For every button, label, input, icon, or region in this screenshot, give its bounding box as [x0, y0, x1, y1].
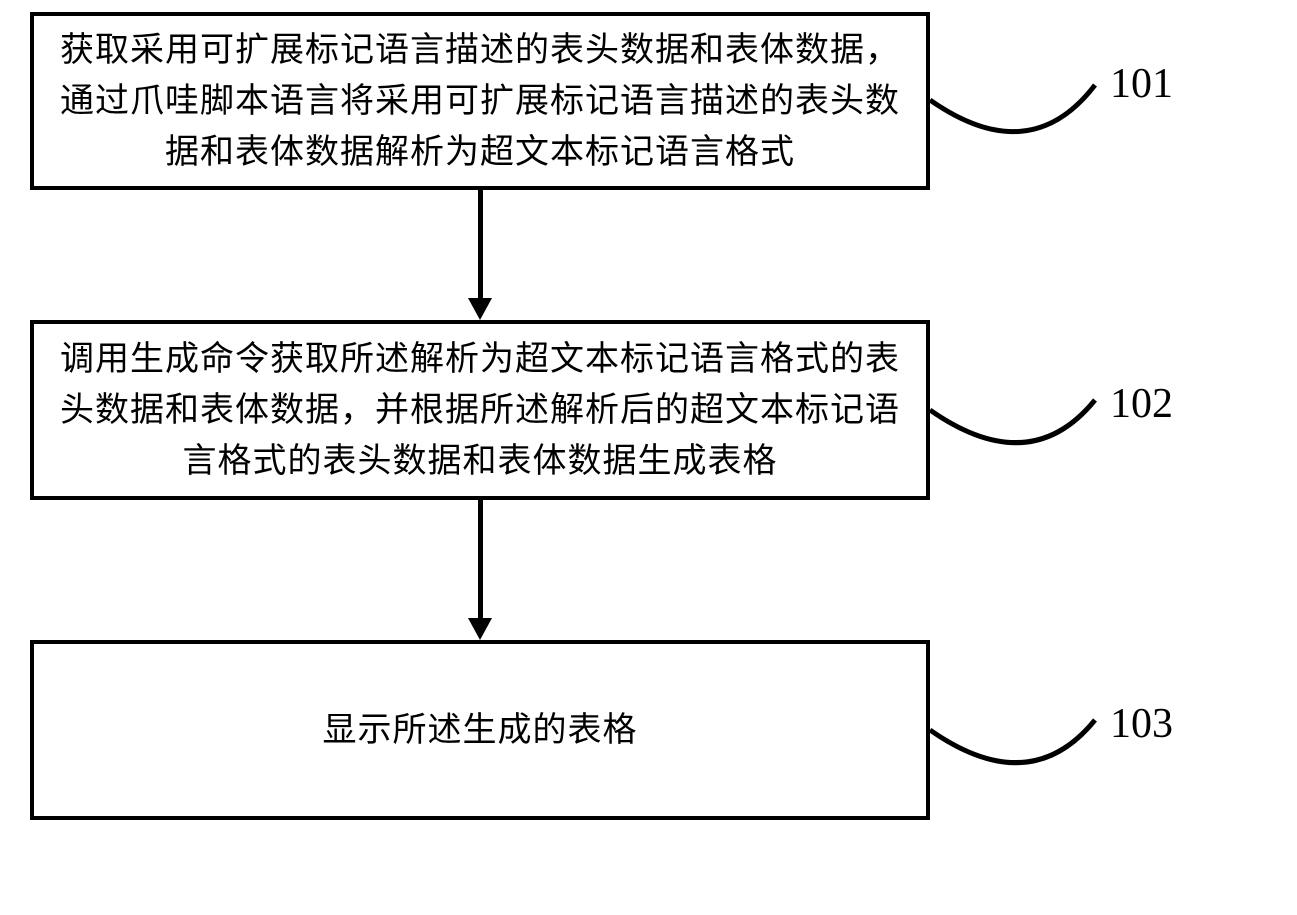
- ref-label-103: 103: [1110, 700, 1173, 748]
- connector-103: [0, 0, 1297, 915]
- flowchart-canvas: 获取采用可扩展标记语言描述的表头数据和表体数据，通过爪哇脚本语言将采用可扩展标记…: [0, 0, 1297, 915]
